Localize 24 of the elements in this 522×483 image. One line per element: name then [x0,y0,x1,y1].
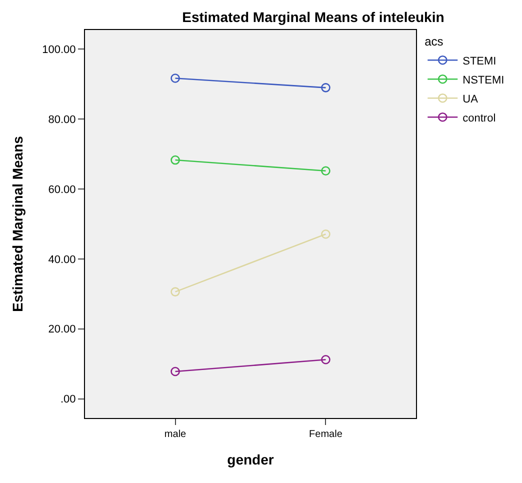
legend-label: STEMI [462,55,496,68]
point [321,229,330,239]
legend-label: control [462,112,496,124]
point [321,166,330,176]
x-axis-title: gender [227,451,274,468]
y-tick-label: .00 [60,394,76,406]
y-tick-label: 20.00 [48,324,76,336]
y-tick-label: 60.00 [48,184,76,196]
point [321,83,330,92]
x-tick-label: male [164,429,187,440]
point [170,287,180,296]
y-tick-label: 80.00 [48,114,76,126]
y-axis-title: Estimated Marginal Means [10,136,26,312]
point [321,354,330,364]
chart-title: Estimated Marginal Means of inteleukin [182,8,444,25]
legend-title: acs [424,34,444,49]
legend-label: UA [462,93,479,106]
y-tick-label: 100.00 [42,44,76,56]
point [170,366,180,376]
point [170,74,180,83]
y-tick-label: 40.00 [48,254,76,266]
point [170,155,180,165]
legend-label: NSTEMI [462,74,504,86]
x-tick-label: Female [309,429,343,440]
